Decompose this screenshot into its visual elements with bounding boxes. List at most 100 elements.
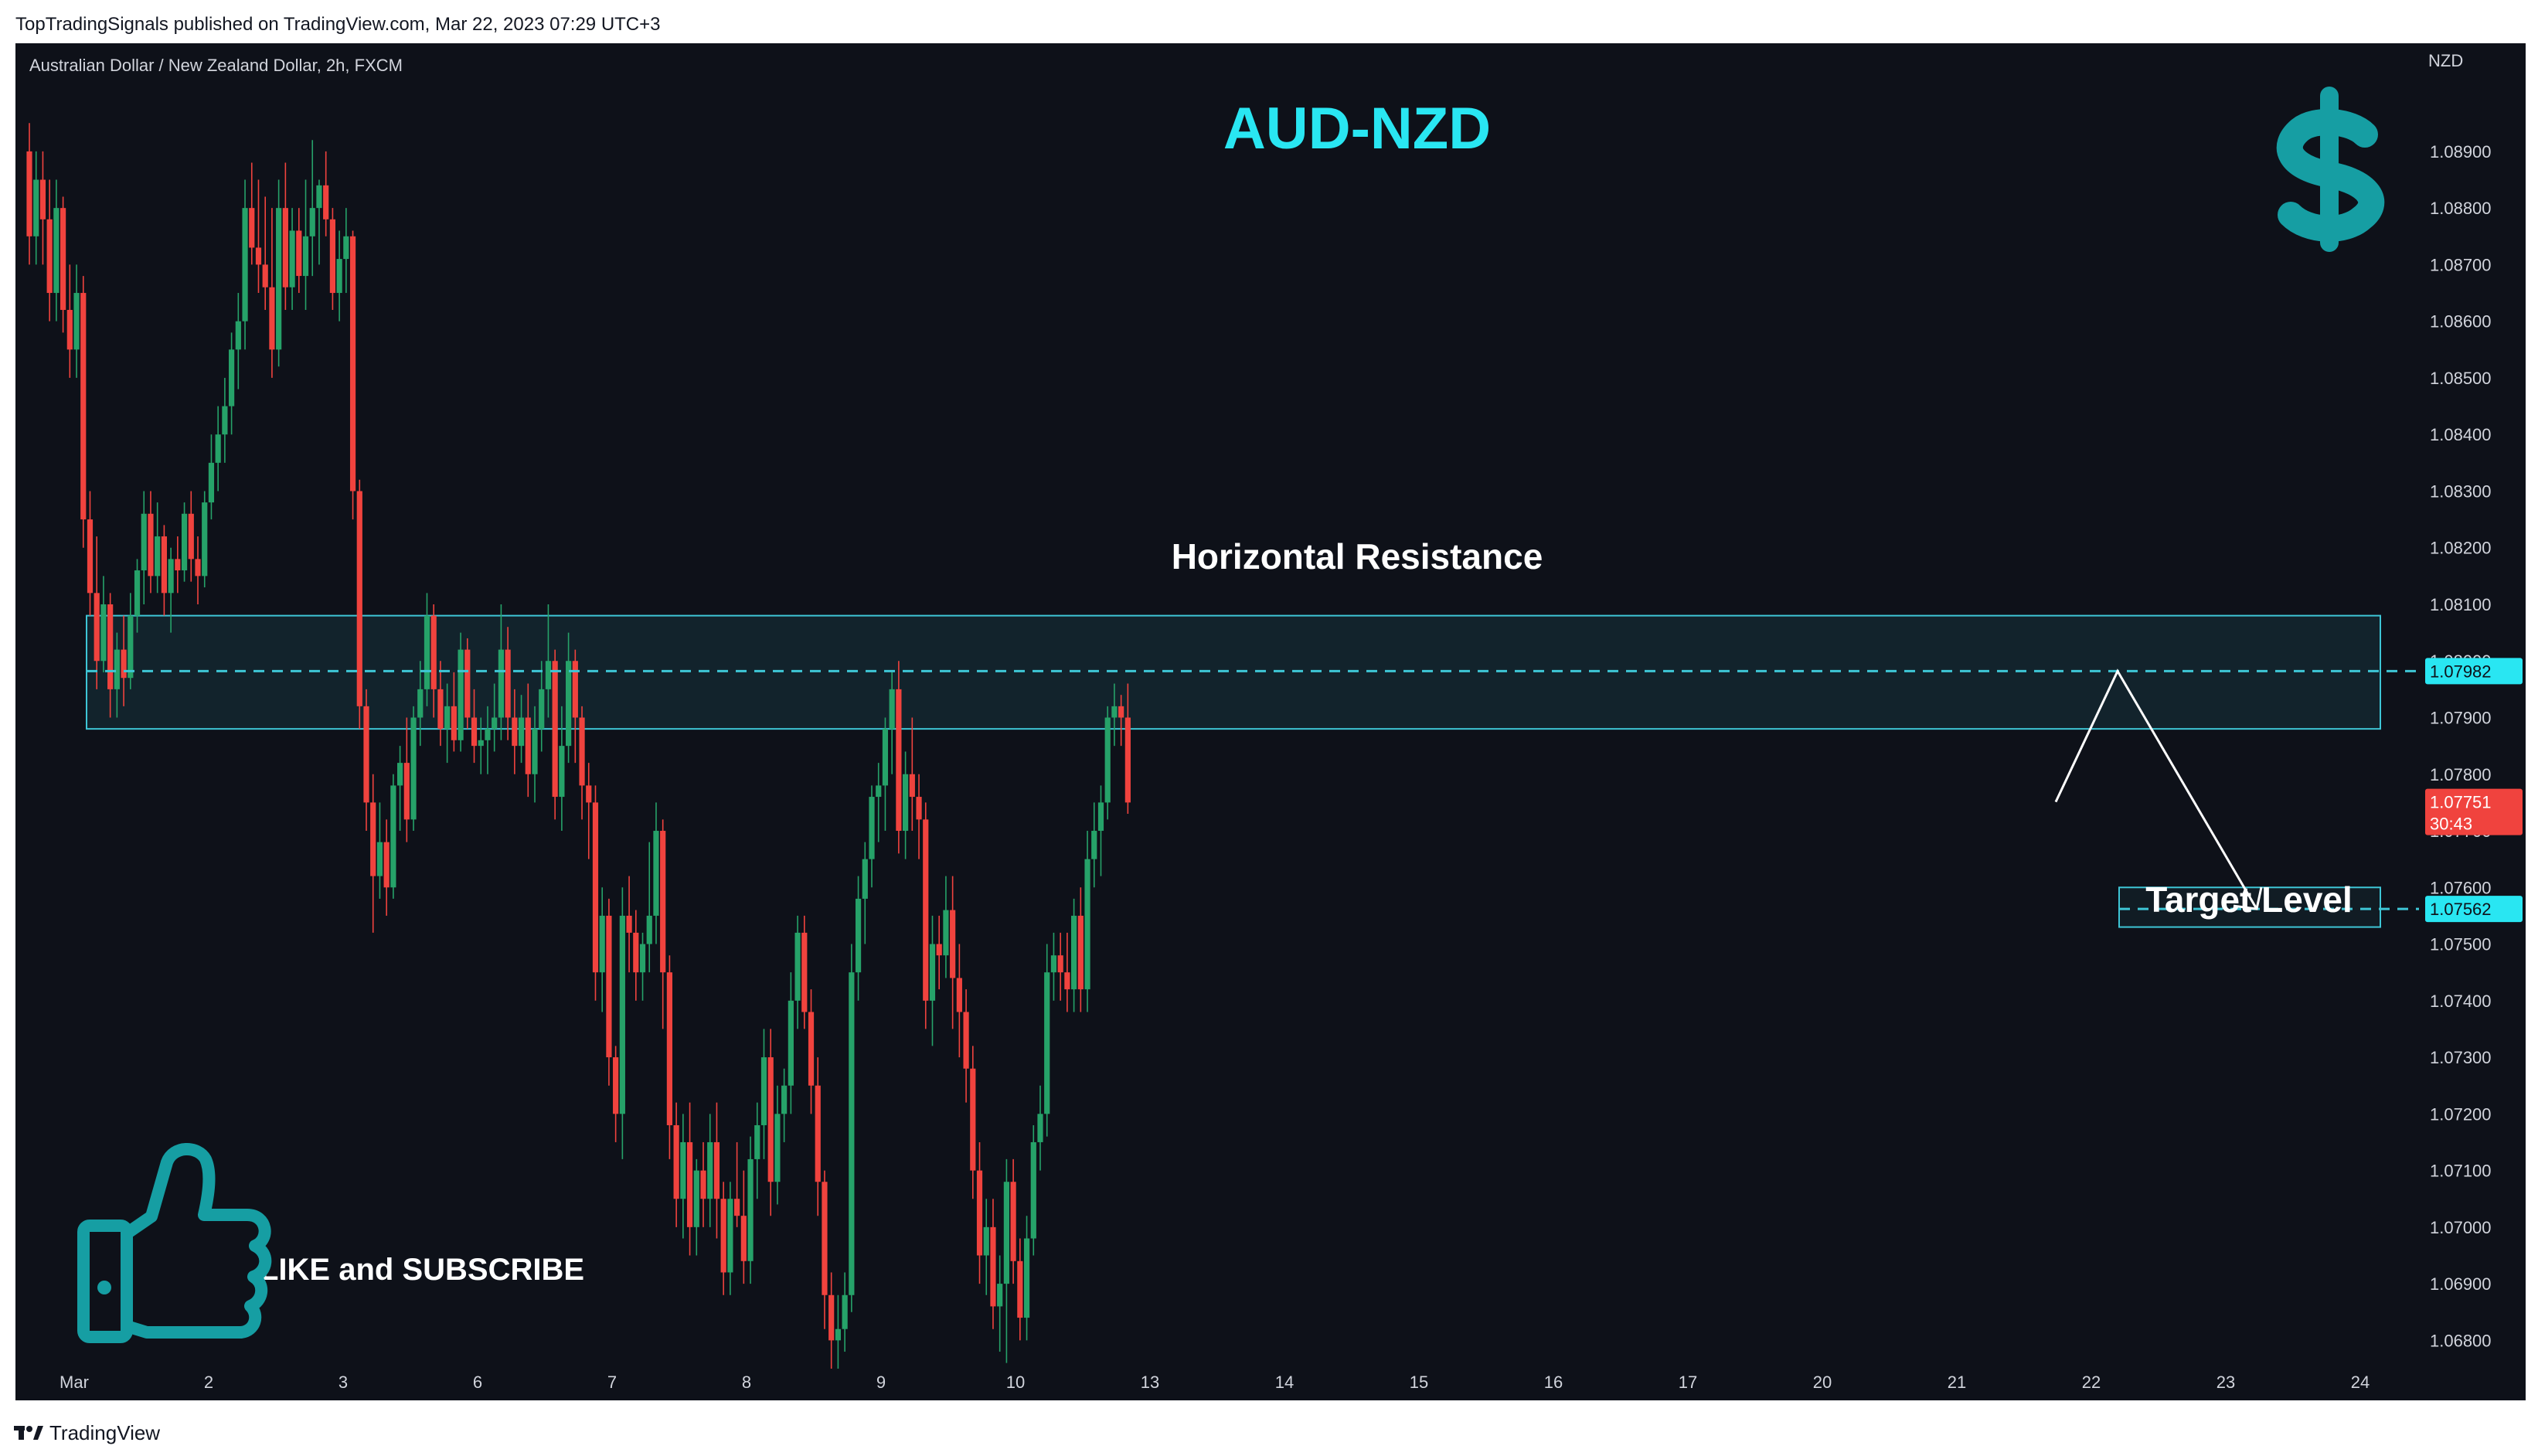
candle (794, 915, 801, 1029)
y-tick-label: 1.07300 (2430, 1048, 2492, 1067)
candle-body (1091, 831, 1097, 859)
y-tick-label: 1.08500 (2430, 369, 2492, 388)
candle-body (559, 746, 565, 798)
target-price-tag-text: 1.07562 (2430, 900, 2492, 919)
candle (202, 491, 208, 587)
candle (107, 593, 114, 718)
candle (619, 887, 625, 1159)
candle-body (970, 1068, 976, 1171)
candle-body (66, 310, 73, 350)
candle-body (808, 1012, 815, 1086)
candle-body (572, 661, 578, 718)
projection-arrow (2054, 668, 2258, 910)
candle-body (889, 689, 895, 730)
candle (734, 1141, 740, 1227)
x-tick-label: 17 (1679, 1373, 1697, 1392)
candle (1084, 831, 1090, 1012)
candle (403, 717, 410, 842)
x-tick-label: 20 (1813, 1373, 1832, 1392)
candle (444, 683, 451, 764)
candle (215, 406, 221, 492)
candle (956, 944, 962, 1058)
candle (862, 842, 868, 944)
candle (1118, 695, 1124, 747)
candle-body (896, 689, 902, 832)
candle-body (673, 1124, 679, 1199)
candle (222, 377, 228, 463)
candle (754, 1102, 760, 1199)
candle-body (1023, 1238, 1030, 1318)
candle (822, 1170, 828, 1329)
candle-body (828, 1294, 835, 1341)
candle (903, 751, 909, 859)
candle (586, 763, 592, 859)
candle (60, 196, 66, 333)
countdown-text: 30:43 (2430, 815, 2472, 834)
y-tick-label: 1.07400 (2430, 992, 2492, 1011)
x-tick-label: 9 (876, 1373, 886, 1392)
candle (512, 689, 518, 774)
candle-body (666, 972, 672, 1125)
candle (329, 208, 335, 311)
footer-brand: TradingView (14, 1419, 160, 1447)
candle (175, 536, 181, 594)
candle (46, 179, 53, 321)
candle-body (747, 1158, 754, 1261)
candle (545, 604, 552, 718)
candle-body (323, 185, 329, 219)
candle-body (929, 944, 936, 1001)
candle-body (336, 259, 342, 294)
candle (383, 819, 390, 916)
candle (1037, 1085, 1043, 1171)
current-price-tag: 1.07751 30:43 (2425, 788, 2523, 835)
candle (485, 706, 491, 774)
y-tick-label: 1.07900 (2430, 709, 2492, 728)
chart-area[interactable]: 1.08900 1.08800 1.08700 1.08600 1.08500 1.084… (15, 43, 2526, 1400)
candle-body (693, 1170, 699, 1227)
candle (990, 1199, 996, 1329)
candle (713, 1102, 720, 1239)
candlestick-chart[interactable]: 1.08900 1.08800 1.08700 1.08600 1.08500 1.084… (15, 43, 2526, 1400)
candle-body (195, 559, 201, 577)
y-tick-label: 1.08600 (2430, 312, 2492, 332)
y-tick-label: 1.07800 (2430, 765, 2492, 784)
candle-body (767, 1057, 774, 1182)
candle (249, 162, 255, 265)
candle (923, 802, 929, 1029)
candle (633, 910, 639, 1001)
candle (336, 230, 342, 321)
symbol-info: Australian Dollar / New Zealand Dollar, … (29, 56, 403, 75)
candle-body (539, 689, 545, 730)
candle-body (653, 831, 659, 916)
target-price-tag-bg (2425, 896, 2523, 923)
candle-body (444, 706, 451, 730)
candle (39, 151, 46, 265)
candle-body (916, 797, 922, 820)
candle (229, 332, 235, 435)
candle (660, 819, 666, 1029)
resistance-label: Horizontal Resistance (1172, 536, 1543, 577)
candle (128, 593, 134, 689)
candle-body (148, 513, 154, 577)
projection-arrow-head (2233, 886, 2263, 910)
candle-body (329, 219, 335, 294)
candle-body (87, 519, 94, 594)
candle (410, 706, 417, 832)
y-tick-label: 1.07200 (2430, 1104, 2492, 1124)
candle-body (498, 649, 504, 718)
candle (788, 972, 794, 1114)
candle-body (370, 802, 376, 876)
y-tick-label: 1.06900 (2430, 1274, 2492, 1294)
candle (539, 661, 545, 752)
candle (1111, 683, 1118, 747)
candle (289, 208, 295, 311)
candle (916, 774, 922, 859)
candle (296, 208, 302, 294)
candle-body (505, 649, 511, 718)
candle-body (73, 293, 80, 350)
thumbs-up-icon (77, 1143, 272, 1343)
x-tick-label: 7 (607, 1373, 617, 1392)
candle-body (255, 247, 262, 265)
candle-body (222, 406, 228, 435)
candle-body (963, 1012, 969, 1069)
